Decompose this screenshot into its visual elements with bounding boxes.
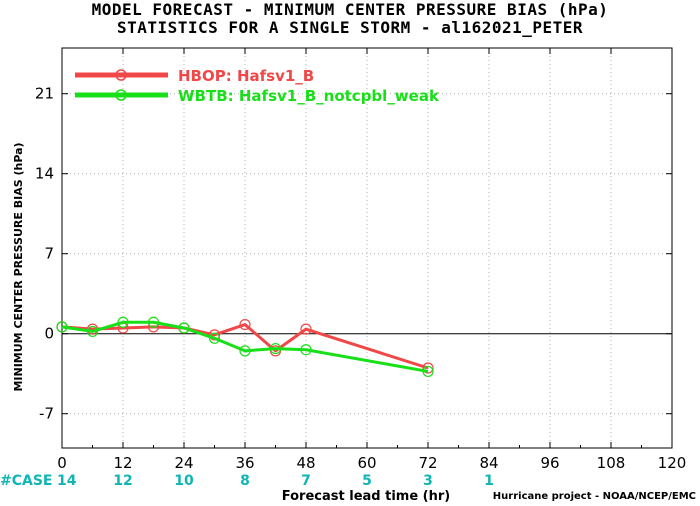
- case-count: 3: [423, 473, 433, 489]
- case-count: 10: [174, 473, 194, 489]
- x-tick-label: 12: [113, 454, 132, 472]
- legend-swatch-marker: [115, 89, 127, 101]
- x-tick-label: 48: [296, 454, 315, 472]
- axes: 0 12 24 36 48 60 72 84 96 108 120 -7 0 7 14 21: [35, 47, 687, 472]
- case-count: 1: [484, 473, 494, 489]
- y-tick-label: 21: [35, 85, 54, 103]
- y-tick-label: 14: [35, 165, 54, 183]
- x-axis-label: Forecast lead time (hr): [282, 489, 450, 504]
- data-point: [269, 342, 282, 355]
- data-point: [422, 365, 434, 378]
- case-count: 7: [301, 473, 311, 489]
- legend-entry-label: WBTB: Hafsv1_B_notcpbl_weak: [178, 87, 440, 105]
- y-axis-label: MINIMUM CENTER PRESSURE BIAS (hPa): [12, 142, 25, 391]
- x-tick-label: 108: [597, 454, 626, 472]
- case-label: #CASE: [0, 473, 53, 489]
- data-point: [239, 345, 251, 357]
- y-tick-label: 0: [44, 325, 54, 343]
- series-line-1: [61, 323, 429, 370]
- credit-text: Hurricane project - NOAA/NCEP/EMC: [492, 491, 696, 502]
- x-tick-label: 24: [174, 454, 193, 472]
- data-point: [147, 316, 160, 328]
- data-point: [208, 332, 221, 344]
- legend-swatch-marker: [115, 69, 127, 81]
- x-tick-label: 120: [658, 454, 687, 472]
- data-point: [117, 316, 129, 328]
- data-point: [86, 325, 99, 338]
- y-tick-label: -7: [39, 405, 54, 423]
- x-tick-label: 96: [540, 454, 559, 472]
- data-point: [300, 323, 312, 335]
- data-point: [300, 344, 312, 356]
- case-count: 8: [240, 473, 250, 489]
- y-tick-label: 7: [44, 245, 54, 263]
- data-point: [422, 362, 434, 374]
- data-point: [239, 318, 251, 331]
- legend: HBOP: Hafsv1_B WBTB: Hafsv1_B_notcpbl_wea…: [75, 67, 440, 105]
- x-tick-label: 36: [235, 454, 254, 472]
- x-tick-label: 60: [357, 454, 376, 472]
- data-point: [56, 321, 68, 333]
- x-tick-label: 72: [418, 454, 437, 472]
- series-line-2: [61, 320, 429, 373]
- series-lines: [56, 316, 434, 378]
- case-count: 12: [113, 473, 132, 489]
- case-count: 5: [362, 473, 372, 489]
- x-tick-label: 0: [57, 454, 67, 472]
- grid-lines: [62, 48, 672, 448]
- legend-entry-label: HBOP: Hafsv1_B: [178, 67, 314, 85]
- chart-title-line1: MODEL FORECAST - MINIMUM CENTER PRESSURE…: [91, 0, 609, 19]
- data-point: [178, 322, 190, 334]
- chart-title-line2: STATISTICS FOR A SINGLE STORM - al162021…: [116, 18, 584, 37]
- x-tick-label: 84: [479, 454, 498, 472]
- case-count: 14: [57, 473, 77, 489]
- case-counts: #CASE 14 12 10 8 7 5 3 1: [0, 473, 494, 489]
